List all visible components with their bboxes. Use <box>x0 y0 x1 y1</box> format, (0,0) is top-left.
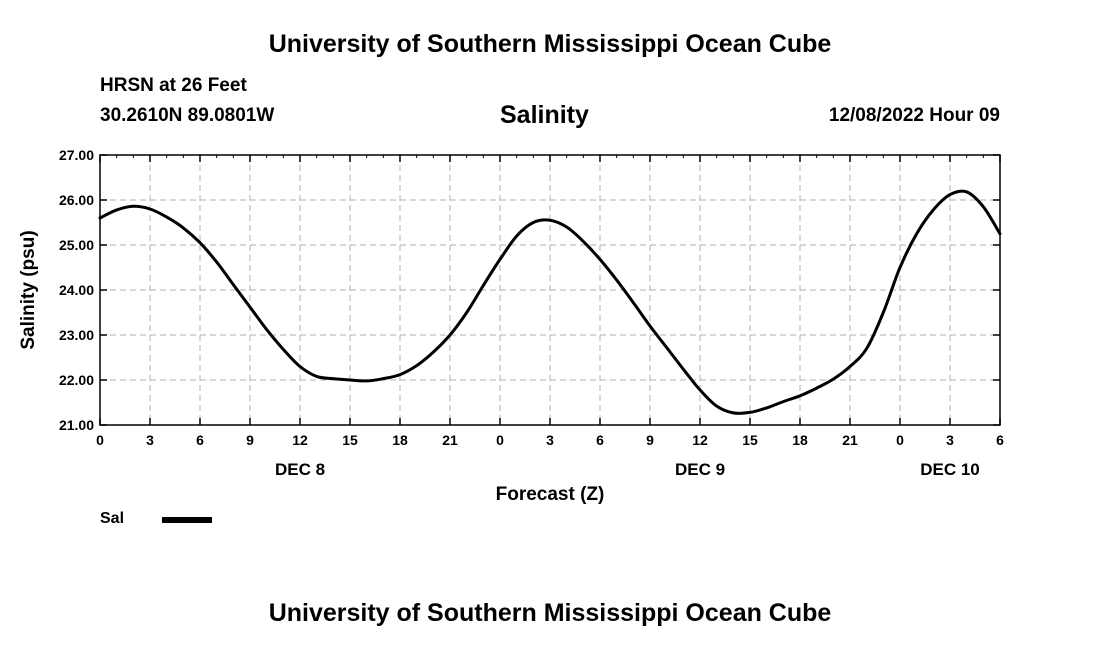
x-tick-label: 6 <box>996 432 1004 448</box>
y-tick-label: 27.00 <box>59 147 94 163</box>
y-tick-label: 22.00 <box>59 372 94 388</box>
day-label: DEC 8 <box>275 460 325 479</box>
y-tick-label: 26.00 <box>59 192 94 208</box>
station-coordinates: 30.2610N 89.0801W <box>100 105 275 126</box>
chart-title: Salinity <box>500 101 589 129</box>
y-tick-label: 21.00 <box>59 417 94 433</box>
x-tick-label: 0 <box>96 432 104 448</box>
y-axis-label: Salinity (psu) <box>18 230 39 349</box>
x-tick-label: 0 <box>496 432 504 448</box>
x-axis-label: Forecast (Z) <box>496 484 605 505</box>
y-tick-label: 23.00 <box>59 327 94 343</box>
x-tick-label: 3 <box>546 432 554 448</box>
footer-title: University of Southern Mississippi Ocean… <box>268 599 832 627</box>
x-tick-label: 9 <box>646 432 654 448</box>
x-tick-label: 0 <box>896 432 904 448</box>
x-tick-label: 18 <box>392 432 408 448</box>
y-tick-label: 24.00 <box>59 282 94 298</box>
x-tick-label: 9 <box>246 432 254 448</box>
x-tick-label: 18 <box>792 432 808 448</box>
x-tick-label: 6 <box>596 432 604 448</box>
x-tick-label: 15 <box>342 432 358 448</box>
legend-label: Sal <box>100 510 125 527</box>
forecast-issued-time: 12/08/2022 Hour 09 <box>828 105 1000 126</box>
grid-lines <box>100 155 1000 425</box>
x-tick-label: 21 <box>842 432 858 448</box>
main-title: University of Southern Mississippi Ocean… <box>268 30 832 58</box>
salinity-series-line <box>98 189 1002 415</box>
legend-line-swatch <box>162 517 212 523</box>
x-tick-label: 12 <box>292 432 308 448</box>
day-label: DEC 9 <box>675 460 725 479</box>
x-tick-label: 6 <box>196 432 204 448</box>
x-tick-label: 3 <box>946 432 954 448</box>
station-label: HRSN at 26 Feet <box>100 75 247 96</box>
y-tick-label: 25.00 <box>59 237 94 253</box>
day-label: DEC 10 <box>920 460 980 479</box>
x-tick-label: 15 <box>742 432 758 448</box>
axis-ticks: 0 3 6 9 12 15 18 21 0 3 6 9 12 15 18 21 0 3 6 21.00 22.00 23.… <box>59 147 1004 479</box>
x-tick-label: 3 <box>146 432 154 448</box>
x-tick-label: 21 <box>442 432 458 448</box>
x-tick-label: 12 <box>692 432 708 448</box>
